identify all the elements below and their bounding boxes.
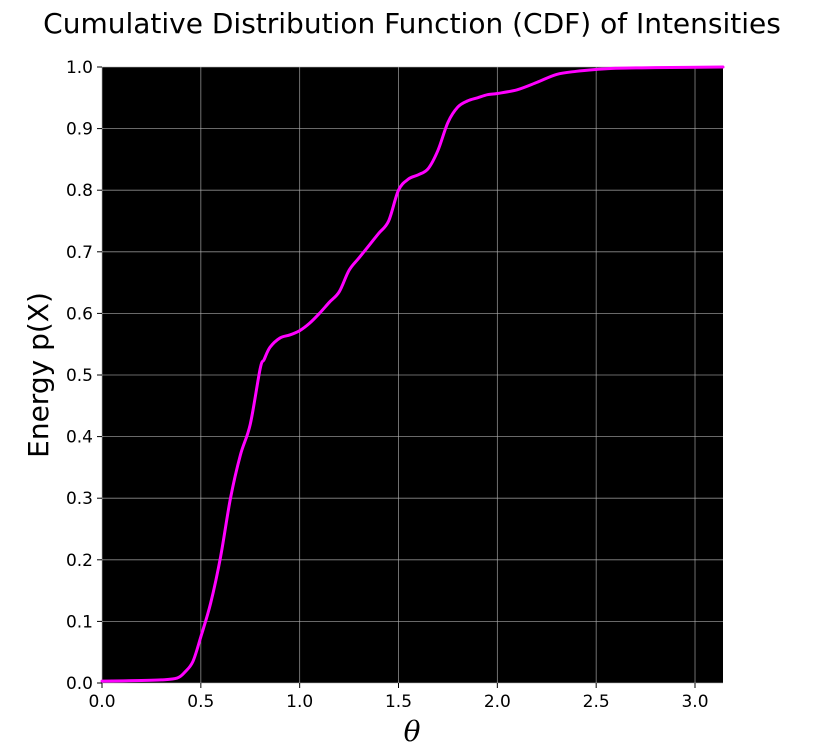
x-tick-label: 3.0 [681,692,708,712]
y-tick-label: 0.2 [66,551,93,571]
x-tick-label: 2.0 [484,692,511,712]
y-tick-label: 0.4 [66,428,93,448]
y-axis-label: Energy p(X) [22,292,55,458]
y-tick-label: 1.0 [66,58,93,78]
x-tick-label: 1.5 [385,692,412,712]
x-tick-label: 0.5 [187,692,214,712]
y-tick-label: 0.6 [66,304,93,324]
x-tick-label: 2.5 [583,692,610,712]
y-tick-label: 0.1 [66,612,93,632]
cdf-line [100,65,725,683]
y-tick-label: 0.3 [66,489,93,509]
y-tick-label: 0.9 [66,120,93,140]
y-tick-label: 0.7 [66,243,93,263]
series-layer [100,65,725,683]
y-tick-label: 0.0 [66,674,93,694]
x-tick-label: 0.0 [88,692,115,712]
y-tick-label: 0.5 [66,366,93,386]
chart-title: Cumulative Distribution Function (CDF) o… [43,7,781,40]
x-axis-label: θ [404,715,421,748]
axis-ticks: 0.0 0.5 1.0 1.5 2.0 2.5 3.0 0.0 0.1 0.2 0.3 0.4 0.5 0… [66,58,709,712]
x-tick-label: 1.0 [286,692,313,712]
y-tick-label: 0.8 [66,181,93,201]
